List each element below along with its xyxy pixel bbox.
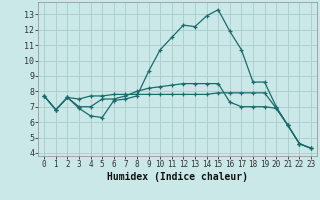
- X-axis label: Humidex (Indice chaleur): Humidex (Indice chaleur): [107, 172, 248, 182]
